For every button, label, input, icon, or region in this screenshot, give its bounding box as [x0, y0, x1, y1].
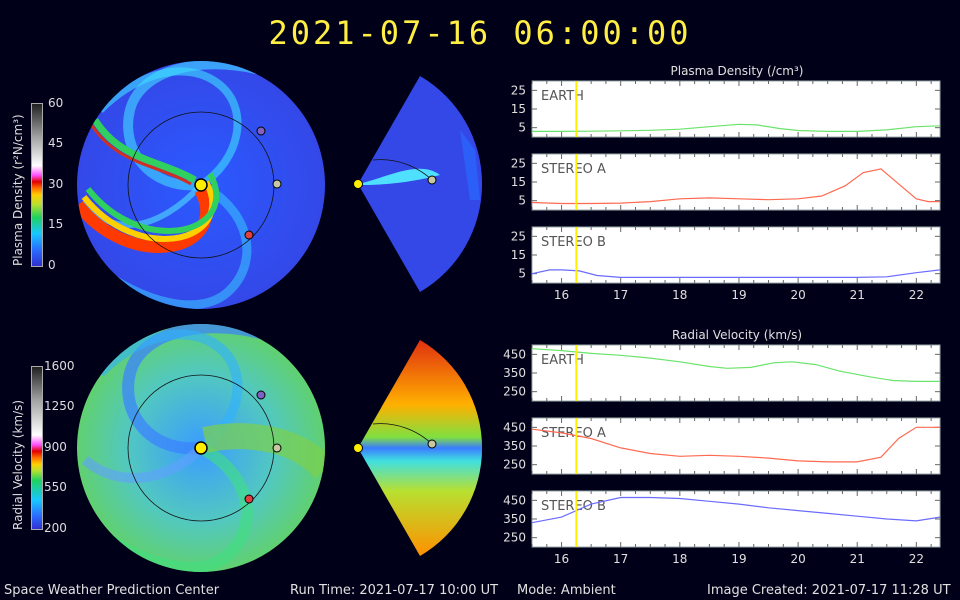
panel-label: STEREO B [541, 235, 606, 250]
x-tick-label: 16 [554, 288, 569, 302]
velocity-colorbar [31, 366, 43, 530]
x-tick-label: 19 [731, 552, 746, 566]
footer-created: Image Created: 2021-07-17 11:28 UT [707, 583, 951, 598]
density-wedge [353, 76, 483, 292]
panel-frame [531, 417, 941, 475]
y-tick-label: 15 [511, 102, 526, 116]
footer-run-time: Run Time: 2021-07-17 10:00 UT [290, 583, 499, 598]
x-tick-label: 20 [790, 552, 805, 566]
density-tick: 15 [48, 217, 64, 231]
x-tick-label: 17 [613, 552, 628, 566]
y-tick-label: 350 [503, 366, 526, 380]
x-tick-label: 16 [554, 552, 569, 566]
y-tick-label: 250 [503, 531, 526, 545]
density-chart-title: Plasma Density (/cm³) [670, 64, 804, 78]
timestamp-title: 2021-07-16 06:00:00 [268, 14, 692, 52]
series-line [531, 348, 940, 382]
footer-mode: Mode: Ambient [517, 583, 616, 598]
y-tick-label: 25 [511, 229, 526, 243]
density-tick: 60 [48, 96, 64, 110]
density-colorbar [31, 103, 43, 267]
panel-label: EARTH [541, 89, 584, 104]
density-tick: 45 [48, 136, 64, 150]
y-tick-label: 450 [503, 347, 526, 361]
series-line [531, 496, 941, 524]
y-tick-label: 350 [503, 512, 526, 526]
y-tick-label: 5 [518, 194, 526, 208]
x-tick-label: 19 [731, 288, 746, 302]
footer-org: Space Weather Prediction Center [4, 583, 220, 598]
series-line [531, 269, 941, 278]
series-line [531, 426, 940, 463]
velocity-tick: 550 [44, 480, 67, 494]
series-line [532, 123, 941, 132]
x-tick-label: 18 [672, 288, 687, 302]
y-tick-label: 25 [511, 83, 526, 97]
y-tick-label: 5 [518, 267, 526, 281]
x-tick-label: 20 [790, 288, 805, 302]
velocity-tick: 900 [44, 440, 67, 454]
density-disk [77, 61, 325, 309]
y-tick-label: 250 [503, 458, 526, 472]
velocity-tick: 1250 [44, 399, 75, 413]
y-tick-label: 15 [511, 248, 526, 262]
x-tick-label: 21 [850, 288, 865, 302]
velocity-wedge [353, 340, 483, 556]
panel-frame [531, 153, 941, 211]
time-series-charts: 25 15 5 EARTH 25 15 5 STEREO A 25 15 5 STEREO B 16 17… [503, 80, 941, 566]
heliosphere-graphics [77, 61, 483, 572]
x-tick-label: 22 [909, 552, 924, 566]
x-tick-label: 18 [672, 552, 687, 566]
y-tick-label: 350 [503, 439, 526, 453]
velocity-tick: 200 [44, 521, 67, 535]
y-tick-label: 5 [518, 121, 526, 135]
x-tick-label: 22 [909, 288, 924, 302]
panel-frame [531, 490, 941, 548]
density-tick: 30 [48, 177, 64, 191]
y-tick-label: 450 [503, 420, 526, 434]
panel-label: STEREO A [541, 426, 606, 441]
panel-label: EARTH [541, 353, 584, 368]
velocity-tick: 1600 [44, 359, 75, 373]
y-tick-label: 450 [503, 493, 526, 507]
panel-label: STEREO A [541, 162, 606, 177]
density-tick: 0 [48, 258, 56, 272]
x-tick-label: 17 [613, 288, 628, 302]
y-tick-label: 250 [503, 385, 526, 399]
y-tick-label: 25 [511, 156, 526, 170]
x-tick-label: 21 [850, 552, 865, 566]
panel-label: STEREO B [541, 499, 606, 514]
y-tick-label: 15 [511, 175, 526, 189]
velocity-chart-title: Radial Velocity (km/s) [671, 328, 803, 342]
series-line [531, 168, 940, 205]
velocity-disk [77, 324, 325, 572]
panel-frame [531, 80, 941, 138]
